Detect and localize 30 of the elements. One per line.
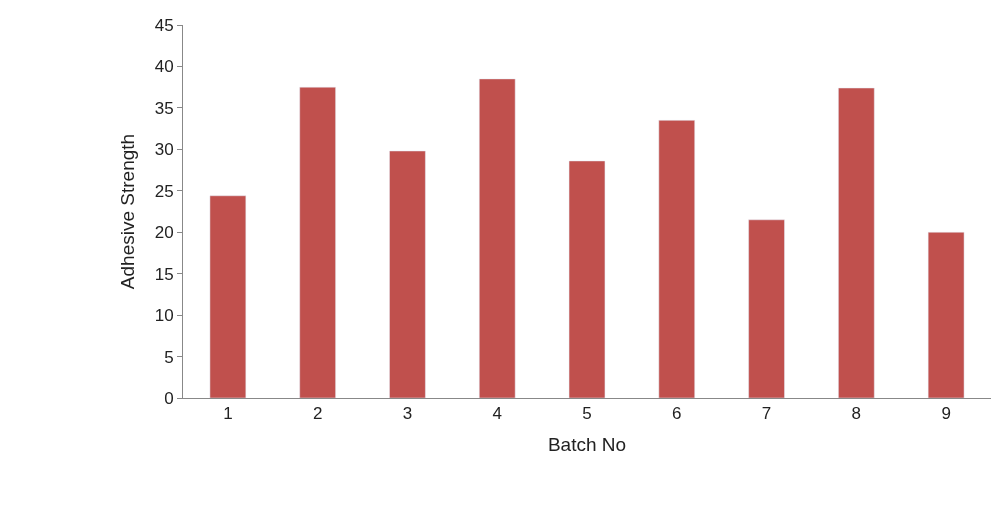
x-tick-label: 5 [582,404,592,424]
y-tick-label: 0 [164,388,174,408]
y-tick-label: 30 [154,140,174,160]
bar [927,231,965,398]
bar [209,195,247,398]
y-tick-label: 10 [154,306,174,326]
bar [658,120,695,398]
x-tick-label: 1 [223,404,233,424]
y-tick-label: 35 [154,98,174,118]
x-tick-label: 2 [312,404,323,424]
bar [568,160,606,398]
x-tick-label: 8 [851,404,862,424]
y-axis-title: Adhesive Strength [116,133,138,290]
x-tick-label: 9 [941,404,951,424]
y-tick-label: 45 [154,15,174,35]
x-tick-label: 7 [761,404,772,424]
x-tick-label: 6 [672,404,682,424]
bar [389,150,426,398]
y-tick-label: 25 [154,181,174,201]
bar [748,219,785,398]
y-tick-label: 15 [154,264,174,284]
y-tick-label: 40 [154,57,174,77]
bar [479,78,516,398]
bar [838,87,875,398]
x-tick-label: 3 [402,404,413,424]
bar [299,86,336,398]
x-axis-title: Batch No [547,434,627,456]
y-tick-label: 20 [154,223,174,243]
y-tick-label: 5 [164,347,174,367]
x-tick-label: 4 [492,404,502,424]
